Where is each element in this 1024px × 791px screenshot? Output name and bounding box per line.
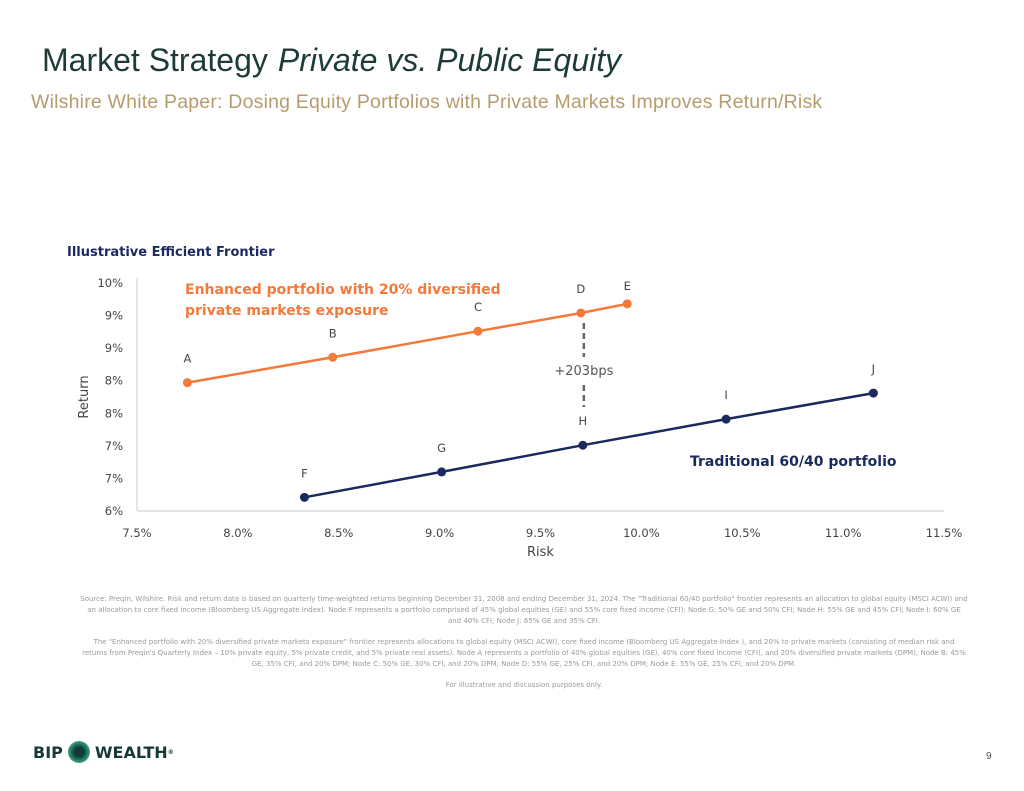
- point-label-b: B: [329, 326, 337, 340]
- data-point-a: [182, 378, 192, 388]
- point-label-f: F: [301, 466, 308, 480]
- data-point-d: [576, 308, 586, 318]
- data-point-e: [622, 299, 632, 309]
- point-label-c: C: [474, 300, 482, 314]
- x-tick-label: 11.5%: [926, 526, 963, 540]
- data-point-j: [868, 388, 878, 398]
- logo-text-bip: BIP: [33, 742, 63, 762]
- page-subtitle: Wilshire White Paper: Dosing Equity Port…: [31, 91, 823, 113]
- page-number: 9: [986, 751, 992, 762]
- chart-title: Illustrative Efficient Frontier: [67, 245, 275, 260]
- y-tick-label: 7%: [105, 439, 123, 453]
- enhanced-note: The "Enhanced portfolio with 20% diversi…: [82, 638, 966, 668]
- x-axis-label: Risk: [527, 545, 554, 560]
- point-label-a: A: [184, 352, 192, 366]
- x-tick-label: 9.0%: [425, 526, 454, 540]
- source-note: Source: Preqin, Wilshire. Risk and retur…: [80, 595, 968, 625]
- point-label-d: D: [576, 282, 585, 296]
- x-tick-label: 8.5%: [324, 526, 353, 540]
- x-tick-label: 7.5%: [122, 526, 151, 540]
- disclaimer: For illustrative and discussion purposes…: [445, 681, 603, 689]
- y-tick-label: 7%: [105, 471, 123, 485]
- x-tick-label: 8.0%: [223, 526, 252, 540]
- y-tick-label: 10%: [97, 276, 123, 290]
- data-point-g: [437, 467, 447, 477]
- title-main: Market Strategy: [42, 42, 268, 78]
- data-point-f: [299, 492, 309, 502]
- data-point-h: [578, 440, 588, 450]
- x-tick-label: 11.0%: [825, 526, 862, 540]
- x-tick-label: 9.5%: [526, 526, 555, 540]
- logo-flower-icon: [67, 741, 90, 763]
- y-axis-label: Return: [77, 375, 92, 418]
- page-title: Market Strategy Private vs. Public Equity: [42, 42, 621, 79]
- logo-text-wealth: WEALTH: [94, 742, 168, 762]
- gap-annotation: +203bps: [554, 364, 613, 379]
- point-label-e: E: [624, 279, 631, 293]
- y-tick-label: 8%: [105, 374, 123, 388]
- data-point-c: [473, 326, 483, 336]
- efficient-frontier-chart: Illustrative Efficient Frontier 6% 7% 7% 8% 8…: [67, 245, 963, 560]
- bip-wealth-logo: BIP WEALTH ®: [33, 741, 174, 763]
- traditional-series-label: Traditional 60/40 portfolio: [690, 454, 897, 470]
- x-tick-label: 10.5%: [724, 526, 761, 540]
- title-italic: Private vs. Public Equity: [277, 42, 622, 78]
- enhanced-series-label: private markets exposure: [185, 303, 389, 319]
- y-tick-label: 8%: [105, 406, 123, 420]
- point-label-j: J: [871, 362, 875, 376]
- data-point-b: [328, 352, 338, 362]
- y-tick-label: 9%: [105, 341, 123, 355]
- point-label-g: G: [437, 441, 446, 455]
- y-tick-label: 6%: [105, 504, 123, 518]
- point-label-h: H: [579, 414, 588, 428]
- y-tick-label: 9%: [105, 309, 123, 323]
- data-point-i: [721, 414, 731, 424]
- point-label-i: I: [724, 388, 727, 402]
- registered-mark: ®: [167, 748, 174, 756]
- series-line-traditional: [304, 391, 874, 499]
- footnotes: Source: Preqin, Wilshire. Risk and retur…: [80, 594, 968, 701]
- x-tick-label: 10.0%: [623, 526, 660, 540]
- enhanced-series-label: Enhanced portfolio with 20% diversified: [185, 282, 501, 298]
